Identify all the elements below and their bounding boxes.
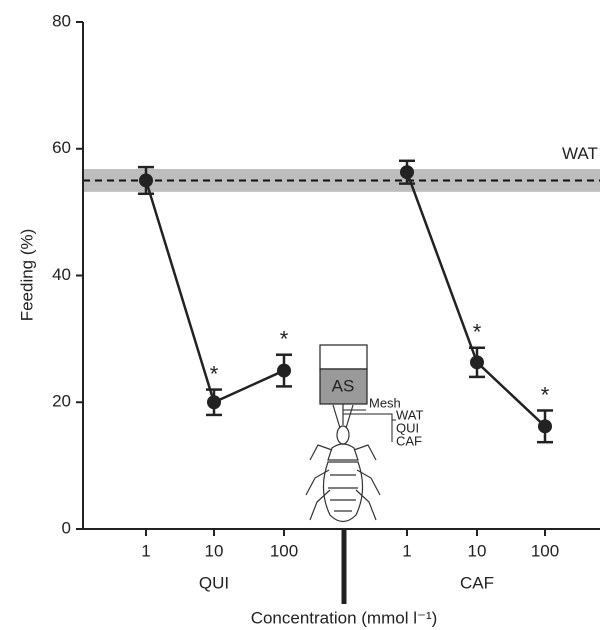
significance-mark: * bbox=[541, 382, 550, 407]
group-label: QUI bbox=[199, 573, 229, 592]
significance-mark: * bbox=[210, 361, 219, 386]
chamber-top bbox=[319, 344, 368, 370]
y-tick-label: 80 bbox=[52, 11, 71, 30]
x-tick-label: 10 bbox=[205, 541, 224, 560]
x-tick-label: 100 bbox=[531, 541, 559, 560]
mesh-pointer bbox=[342, 404, 366, 411]
x-axis-label: Concentration (mmol l⁻¹) bbox=[251, 608, 438, 627]
mesh-label: Mesh bbox=[369, 395, 401, 410]
data-point bbox=[277, 363, 291, 378]
y-axis-label: Feeding (%) bbox=[17, 229, 36, 322]
solution-label: WAT bbox=[396, 407, 423, 422]
data-point bbox=[470, 355, 484, 370]
y-tick-label: 20 bbox=[52, 392, 71, 411]
reference-label: WAT bbox=[562, 144, 598, 163]
y-tick-label: 40 bbox=[52, 265, 71, 284]
data-point bbox=[538, 419, 552, 434]
group-label: CAF bbox=[460, 573, 494, 592]
inset-diagram: AS Mesh WAT QUI CAF bbox=[305, 344, 423, 523]
background-layer bbox=[83, 169, 600, 192]
solution-bracket bbox=[343, 413, 396, 421]
x-tick-label: 10 bbox=[468, 541, 487, 560]
solution-label: QUI bbox=[396, 420, 419, 435]
significance-mark: * bbox=[280, 327, 289, 352]
solution-label: CAF bbox=[396, 433, 422, 448]
x-tick-label: 1 bbox=[141, 541, 150, 560]
chamber-label: AS bbox=[332, 376, 355, 395]
y-tick-label: 60 bbox=[52, 138, 71, 157]
chamber bbox=[319, 368, 368, 405]
x-tick-label: 100 bbox=[270, 541, 298, 560]
significance-mark: * bbox=[473, 320, 482, 345]
series-line bbox=[405, 171, 546, 428]
data-point bbox=[139, 173, 153, 188]
data-point bbox=[400, 165, 414, 180]
data-point bbox=[207, 395, 221, 410]
insect bbox=[305, 404, 381, 523]
x-tick-label: 1 bbox=[402, 541, 411, 560]
y-tick-label: 0 bbox=[62, 518, 71, 537]
